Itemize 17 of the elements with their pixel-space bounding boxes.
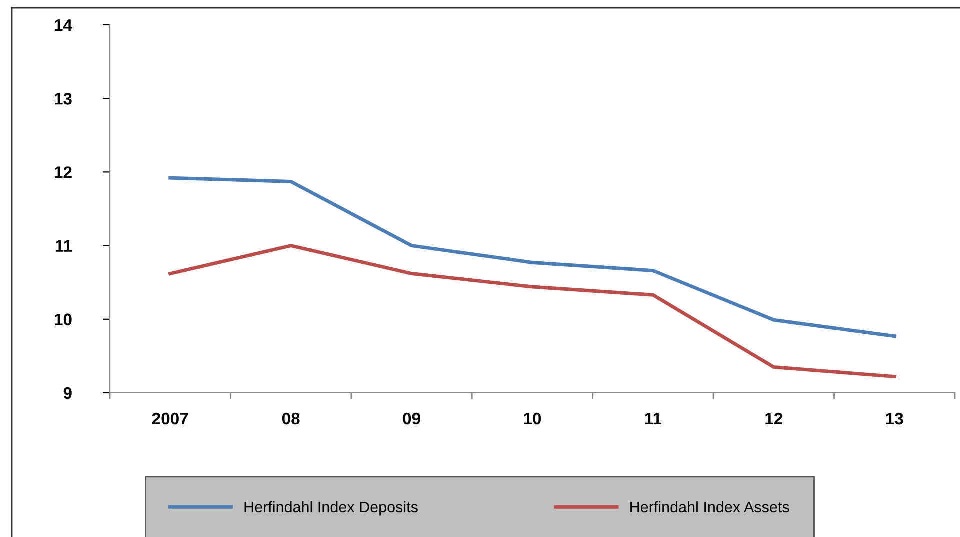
- line-series: [168, 176, 896, 338]
- x-tick-label: 12: [766, 412, 783, 425]
- x-tick-label: 09: [403, 412, 420, 425]
- x-tick-label: 11: [645, 413, 662, 425]
- y-tick-label: 12: [55, 166, 72, 178]
- x-tick-label: 08: [282, 412, 300, 425]
- y-tick-label: 14: [55, 20, 72, 32]
- y-tick-label: 11: [56, 240, 72, 252]
- legend-label: Herfindahl Index Deposits: [244, 501, 418, 516]
- x-tick-label: 10: [524, 412, 542, 425]
- y-tick-label: 13: [55, 93, 72, 105]
- x-tick-label: 13: [886, 412, 904, 425]
- line-series: [168, 244, 896, 379]
- y-tick-label: 9: [64, 387, 72, 400]
- legend-label: Herfindahl Index Assets: [630, 501, 790, 513]
- y-tick-label: 10: [55, 314, 72, 326]
- x-tick-label: 2007: [152, 412, 188, 425]
